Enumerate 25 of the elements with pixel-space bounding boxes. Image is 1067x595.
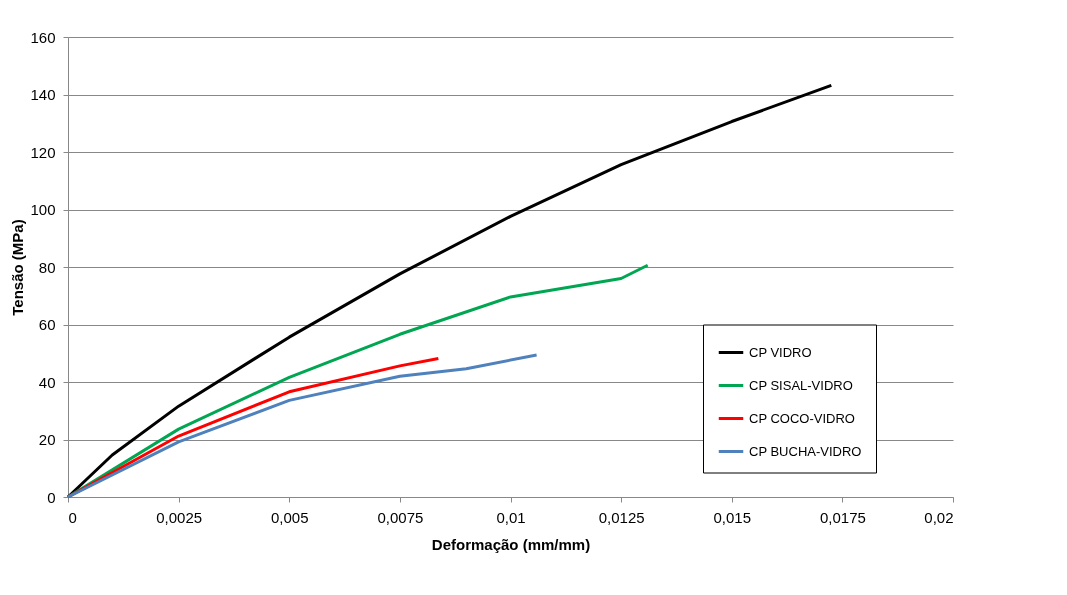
y-tick-label: 80 <box>38 258 56 276</box>
y-tick-label: 160 <box>30 28 56 46</box>
x-tick-label: 0,005 <box>270 508 309 526</box>
legend-label: CP COCO-VIDRO <box>749 410 855 426</box>
x-tick-label: 0,0075 <box>377 508 424 526</box>
y-tick-label: 0 <box>47 488 56 506</box>
y-tick-label: 120 <box>30 143 56 161</box>
y-axis-title: Tensão (MPa) <box>9 219 27 316</box>
legend-label: CP BUCHA-VIDRO <box>749 443 862 459</box>
x-tick-label: 0,0125 <box>598 508 645 526</box>
y-tick-label: 40 <box>38 373 56 391</box>
y-tick-label: 20 <box>38 431 56 448</box>
x-tick-label: 0,015 <box>713 508 752 526</box>
y-tick-label: 100 <box>30 201 56 218</box>
line-series <box>66 353 539 499</box>
x-tick-label: 0,02 <box>924 508 954 526</box>
x-tick-label: 0,01 <box>496 508 526 526</box>
x-tick-label: 0,0025 <box>156 508 203 526</box>
x-tick-label: 0,0175 <box>819 508 866 526</box>
x-tick-label: 0 <box>68 508 77 526</box>
legend-label: CP SISAL-VIDRO <box>749 377 853 393</box>
y-tick-label: 60 <box>38 316 56 333</box>
x-axis-title: Deformação (mm/mm) <box>431 535 591 553</box>
legend-label: CP VIDRO <box>749 344 812 360</box>
y-tick-label: 140 <box>30 86 56 103</box>
